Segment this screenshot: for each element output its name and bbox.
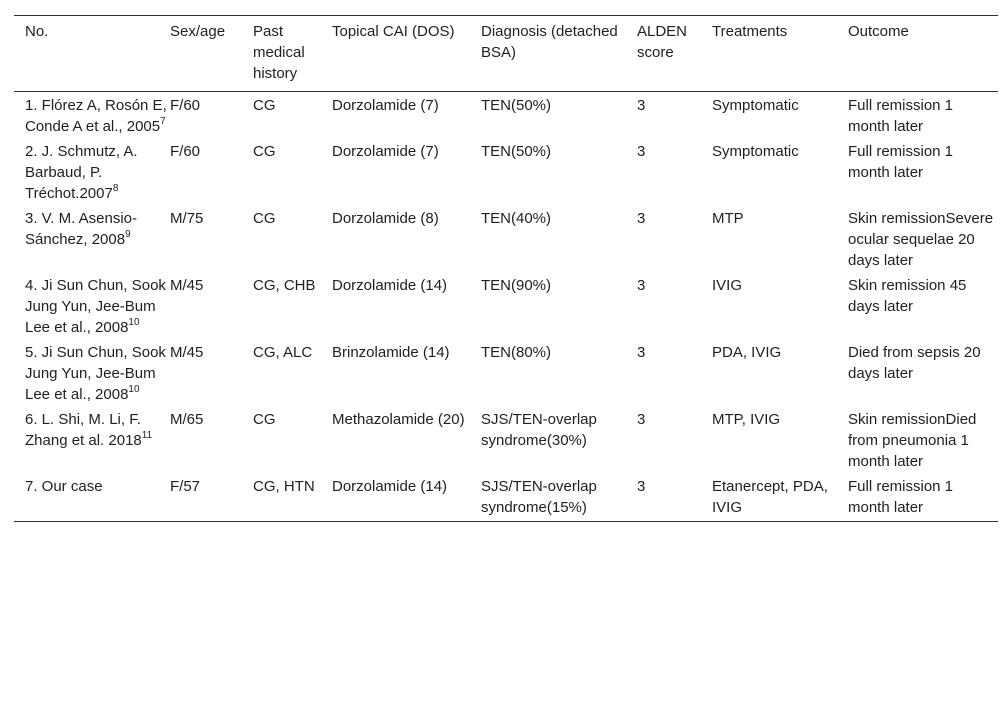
cell-cai: Methazolamide (20) [332,411,465,428]
table-row: 3. V. M. Asensio-Sánchez, 20089 M/75 CG … [14,205,998,272]
cell-treatments: Etanercept, PDA, IVIG [712,478,828,516]
cell-no: 5. Ji Sun Chun, Sook Jung Yun, Jee-Bum L… [14,339,170,406]
reference-number: 11 [141,430,153,441]
cell-outcome: Full remission 1 month later [848,143,954,181]
cell-sex-age: M/75 [170,210,204,227]
table-row: 6. L. Shi, M. Li, F. Zhang et al. 201811… [14,406,998,473]
cell-cai: Dorzolamide (14) [332,478,448,495]
reference-number: 9 [125,229,131,240]
cell-sex-age: F/57 [170,478,201,495]
cell-history: CG, ALC [253,344,313,361]
reference-number: 8 [112,183,119,194]
header-sex-age: Sex/age [170,23,226,40]
table-row: 5. Ji Sun Chun, Sook Jung Yun, Jee-Bum L… [14,339,998,406]
cell-no: 3. V. M. Asensio-Sánchez, 20089 [14,205,170,272]
cell-outcome: Skin remissionSevere ocular sequelae 20 … [848,210,994,269]
cell-alden: 3 [637,478,646,495]
cell-diagnosis: TEN(80%) [481,344,552,361]
cell-treatments: Symptomatic [712,97,799,114]
case-citation: 4. Ji Sun Chun, Sook Jung Yun, Jee-Bum L… [25,277,166,336]
cell-treatments: PDA, IVIG [712,344,782,361]
cell-outcome: Full remission 1 month later [848,97,954,135]
cell-sex-age: M/45 [170,277,204,294]
cell-alden: 3 [637,411,646,428]
case-citation: 1. Flórez A, Rosón E, Conde A et al., 20… [25,97,167,135]
cell-sex-age: F/60 [170,97,201,114]
cell-cai: Dorzolamide (7) [332,143,439,160]
cell-cai: Brinzolamide (14) [332,344,450,361]
cell-treatments: Symptomatic [712,143,799,160]
cell-diagnosis: TEN(40%) [481,210,552,227]
cell-cai: Dorzolamide (7) [332,97,439,114]
cell-sex-age: M/65 [170,411,204,428]
table-row: 1. Flórez A, Rosón E, Conde A et al., 20… [14,92,998,139]
table-row: 7. Our case F/57 CG, HTN Dorzolamide (14… [14,473,998,522]
table-row: 4. Ji Sun Chun, Sook Jung Yun, Jee-Bum L… [14,272,998,339]
cell-diagnosis: TEN(50%) [481,97,552,114]
header-outcome: Outcome [848,23,909,40]
case-citation: 3. V. M. Asensio-Sánchez, 2008 [25,210,138,248]
cell-outcome: Died from sepsis 20 days later [848,344,981,382]
cell-alden: 3 [637,143,646,160]
cell-alden: 3 [637,344,646,361]
case-citation: 5. Ji Sun Chun, Sook Jung Yun, Jee-Bum L… [25,344,166,403]
case-citation: 6. L. Shi, M. Li, F. Zhang et al. 2018 [25,411,142,449]
cell-outcome: Skin remission 45 days later [848,277,967,315]
cell-no: 6. L. Shi, M. Li, F. Zhang et al. 201811 [14,406,170,473]
header-diagnosis: Diagnosis (detached BSA) [481,23,618,61]
cell-no: 1. Flórez A, Rosón E, Conde A et al., 20… [14,92,170,139]
cell-history: CG, CHB [253,277,316,294]
cell-no: 4. Ji Sun Chun, Sook Jung Yun, Jee-Bum L… [14,272,170,339]
cell-treatments: MTP, IVIG [712,411,781,428]
cell-diagnosis: SJS/TEN-overlap syndrome(15%) [481,478,597,516]
cell-history: CG [253,97,276,114]
cell-history: CG [253,210,276,227]
cell-sex-age: F/60 [170,143,201,160]
reference-number: 10 [128,384,140,395]
cell-alden: 3 [637,97,646,114]
cell-diagnosis: TEN(90%) [481,277,552,294]
cell-cai: Dorzolamide (8) [332,210,439,227]
cell-no: 7. Our case [14,473,170,522]
header-topical-cai: Topical CAI (DOS) [332,23,455,40]
header-alden-score: ALDEN score [637,23,688,61]
cell-sex-age: M/45 [170,344,204,361]
cell-diagnosis: SJS/TEN-overlap syndrome(30%) [481,411,597,449]
cell-diagnosis: TEN(50%) [481,143,552,160]
header-treatments: Treatments [712,23,788,40]
header-past-medical-history: Past medical history [253,23,305,82]
reference-number: 7 [160,116,166,127]
cell-outcome: Skin remissionDied from pneumonia 1 mont… [848,411,977,470]
cell-history: CG [253,143,276,160]
cell-cai: Dorzolamide (14) [332,277,448,294]
case-reports-table: No. Sex/age Past medical history Topical… [14,15,998,522]
case-citation: 7. Our case [25,478,103,495]
cell-alden: 3 [637,277,646,294]
cell-no: 2. J. Schmutz, A. Barbaud, P. Tréchot.20… [14,138,170,205]
case-citation: 2. J. Schmutz, A. Barbaud, P. Tréchot.20… [25,143,138,202]
table-row: 2. J. Schmutz, A. Barbaud, P. Tréchot.20… [14,138,998,205]
header-no: No. [25,23,49,40]
cell-treatments: MTP [712,210,744,227]
case-table-container: No. Sex/age Past medical history Topical… [14,15,998,522]
reference-number: 10 [128,317,140,328]
cell-history: CG, HTN [253,478,315,495]
cell-outcome: Full remission 1 month later [848,478,954,516]
header-row: No. Sex/age Past medical history Topical… [14,15,998,92]
cell-history: CG [253,411,276,428]
cell-alden: 3 [637,210,646,227]
cell-treatments: IVIG [712,277,743,294]
